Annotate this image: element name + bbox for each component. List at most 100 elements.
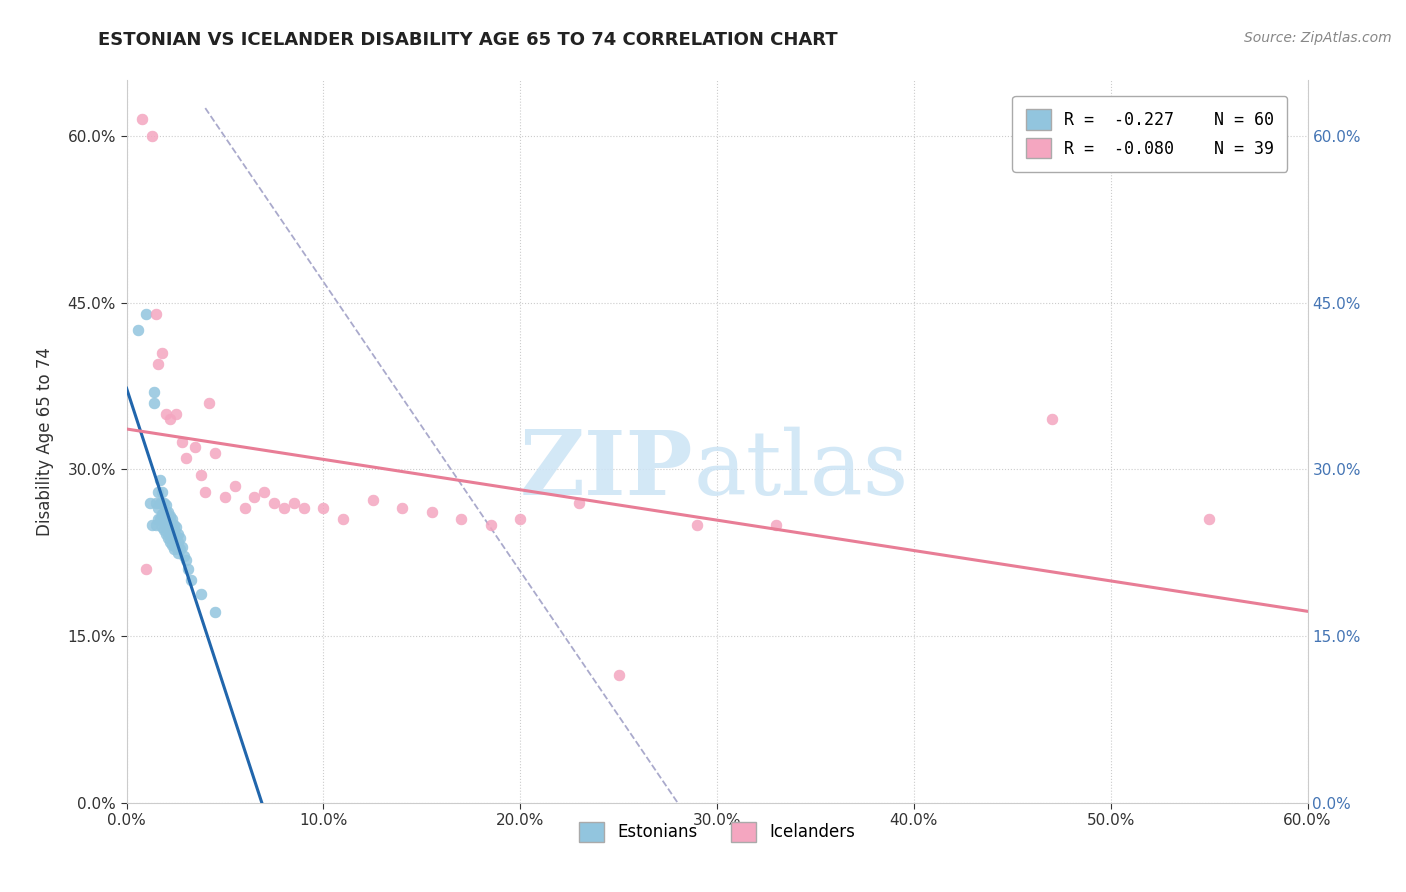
Point [607,668,630,682]
Point [146,512,169,526]
Point [150,484,173,499]
Point [131,112,153,127]
Point [224,479,246,493]
Point [155,505,177,519]
Point [1040,412,1063,426]
Point [160,512,183,526]
Point [568,496,591,510]
Point [139,496,162,510]
Point [135,562,157,576]
Point [361,493,384,508]
Point [173,549,195,563]
Point [135,307,157,321]
Point [283,496,305,510]
Text: ZIP: ZIP [520,427,693,514]
Point [127,323,149,337]
Point [198,395,221,409]
Point [150,520,173,534]
Point [150,345,173,359]
Point [194,484,217,499]
Point [141,517,163,532]
Point [391,501,413,516]
Point [159,508,181,523]
Point [156,517,179,532]
Legend: Estonians, Icelanders: Estonians, Icelanders [572,815,862,848]
Point [292,501,315,516]
Point [214,490,236,504]
Point [153,507,176,521]
Point [149,474,172,488]
Point [420,505,443,519]
Point [263,496,285,510]
Point [145,307,167,321]
Point [159,526,181,541]
Point [332,512,354,526]
Point [156,520,179,534]
Point [765,517,787,532]
Point [159,520,181,534]
Point [174,553,197,567]
Point [273,501,295,516]
Point [143,384,166,399]
Point [170,434,193,449]
Text: ESTONIAN VS ICELANDER DISABILITY AGE 65 TO 74 CORRELATION CHART: ESTONIAN VS ICELANDER DISABILITY AGE 65 … [98,31,838,49]
Point [479,517,502,532]
Point [163,542,186,557]
Point [180,574,202,588]
Point [165,520,187,534]
Point [159,534,181,549]
Point [1198,512,1220,526]
Point [150,507,173,521]
Point [312,501,335,516]
Point [159,412,181,426]
Point [153,496,176,510]
Point [143,395,166,409]
Point [509,512,531,526]
Text: Source: ZipAtlas.com: Source: ZipAtlas.com [1244,31,1392,45]
Point [150,496,173,510]
Point [149,512,172,526]
Point [170,540,193,554]
Point [204,605,226,619]
Point [190,587,212,601]
Point [450,512,472,526]
Point [146,357,169,371]
Point [155,508,177,523]
Point [153,524,176,538]
Y-axis label: Disability Age 65 to 74: Disability Age 65 to 74 [35,347,53,536]
Point [184,440,207,454]
Point [141,128,163,143]
Point [166,526,188,541]
Point [153,508,176,523]
Point [145,496,167,510]
Text: atlas: atlas [693,426,908,514]
Point [233,501,256,516]
Point [159,512,181,526]
Point [163,531,186,545]
Point [165,529,187,543]
Point [160,520,183,534]
Point [160,538,183,552]
Point [686,517,709,532]
Point [163,517,186,532]
Point [145,517,167,532]
Point [176,562,198,576]
Point [160,526,183,541]
Point [146,484,169,499]
Point [156,508,179,523]
Point [190,467,212,482]
Point [165,540,187,554]
Point [243,490,266,504]
Point [155,526,177,541]
Point [166,546,188,560]
Point [166,534,188,549]
Point [169,531,191,545]
Point [253,484,276,499]
Point [174,451,197,466]
Point [155,517,177,532]
Point [149,496,172,510]
Point [155,498,177,512]
Point [165,407,187,421]
Point [156,531,179,545]
Point [146,501,169,516]
